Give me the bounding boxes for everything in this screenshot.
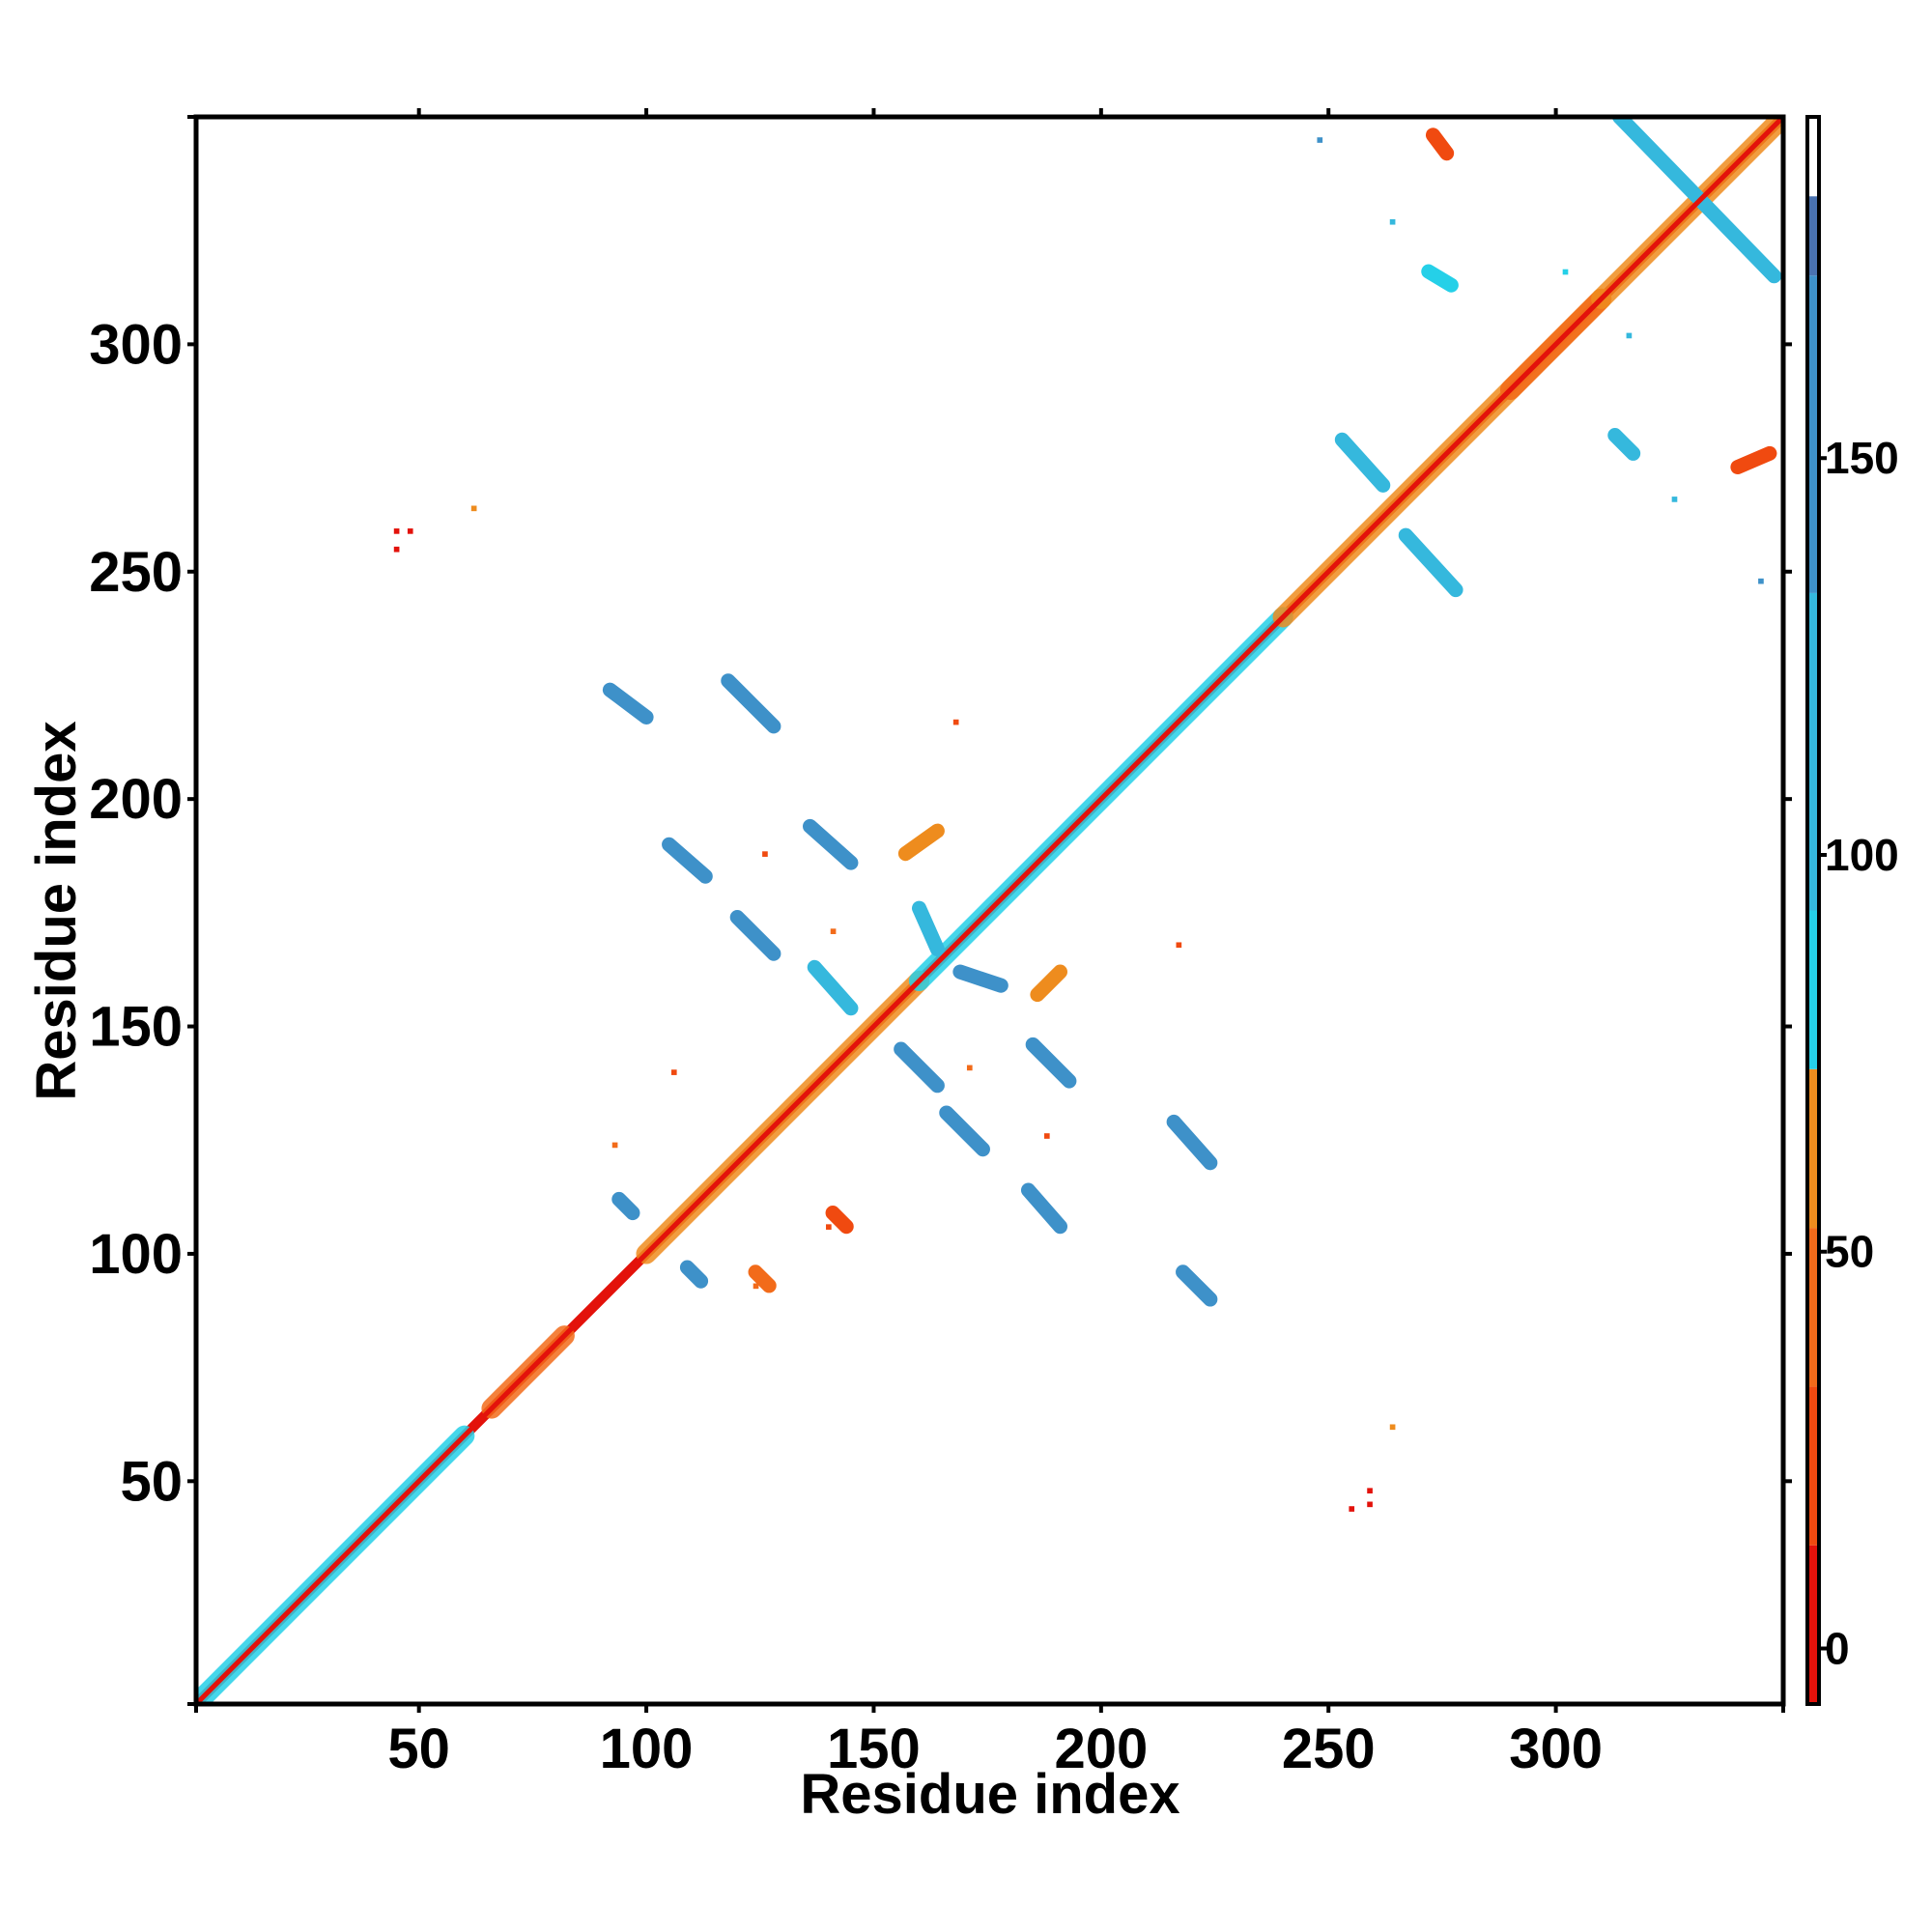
x-tick-label-200: 200 [1054, 1718, 1148, 1780]
colorbar-segment-0 [1807, 1545, 1819, 1704]
contact-segment-17 [1166, 1114, 1218, 1171]
contact-segment-18 [1020, 1182, 1068, 1235]
contact-segment-15 [1025, 1037, 1077, 1089]
colorbar-segment-3 [1807, 1068, 1819, 1229]
colorbar-tick-label-0: 0 [1825, 1623, 1850, 1673]
axis-ticks: 50 100 150 200 250 300 50 100 150 200 250 300 [89, 108, 1792, 1780]
contact-point-52 [1043, 1133, 1050, 1139]
colorbar-segment-8 [1807, 117, 1819, 197]
y-tick-label-200: 200 [89, 768, 183, 831]
contact-segment-11 [803, 818, 859, 870]
contact-segment-12 [729, 910, 781, 961]
colorbar-tick-label-50: 50 [1825, 1227, 1874, 1277]
x-tick-label-50: 50 [387, 1718, 450, 1780]
contact-point-58 [1626, 332, 1633, 339]
contact-segment-30 [1730, 445, 1777, 475]
contact-point-35 [1389, 218, 1396, 225]
y-tick-label-250: 250 [89, 541, 183, 604]
colorbar-segment-4 [1807, 910, 1819, 1069]
colorbar-tick-label-100: 100 [1825, 830, 1899, 880]
colorbar-segment-7 [1807, 196, 1819, 276]
contact-point-42 [470, 505, 477, 512]
contact-point-37 [1317, 137, 1323, 143]
contact-point-43 [1349, 1506, 1355, 1512]
colorbar-segment-5 [1807, 592, 1819, 911]
contact-segment-34 [1030, 964, 1068, 1003]
contact-segment-8 [602, 682, 654, 724]
contact-segment-16 [939, 1105, 990, 1157]
contact-segment-14 [894, 1041, 945, 1094]
contact-point-56 [1176, 942, 1182, 949]
contact-segment-23 [952, 964, 1009, 993]
plot-frame [193, 114, 1786, 1707]
contact-segment-21 [679, 1260, 709, 1289]
contact-point-51 [762, 851, 768, 857]
x-axis-label: Residue index [800, 1763, 1179, 1826]
contact-map-marks [196, 117, 1783, 1704]
contact-segment-10 [662, 837, 713, 884]
contact-point-57 [1562, 269, 1569, 275]
x-tick-label-300: 300 [1509, 1718, 1603, 1780]
y-tick-label-50: 50 [120, 1450, 183, 1513]
contact-segment-27 [1425, 128, 1455, 161]
x-tick-label-100: 100 [600, 1718, 694, 1780]
contact-segment-25 [1398, 527, 1463, 598]
contact-point-53 [830, 928, 837, 934]
contact-point-45 [1367, 1501, 1373, 1508]
contact-point-55 [952, 719, 959, 725]
x-tick-label-150: 150 [827, 1718, 921, 1780]
contact-segment-20 [611, 1191, 640, 1221]
contact-segment-24 [1334, 432, 1391, 493]
y-tick-label-300: 300 [89, 313, 183, 376]
contact-point-49 [611, 1142, 618, 1149]
contact-segment-26 [1611, 117, 1782, 284]
diagonal-core-line [196, 117, 1783, 1704]
colorbar-segment-6 [1807, 275, 1819, 593]
contact-segment-13 [807, 959, 859, 1016]
contact-point-47 [670, 1069, 677, 1075]
colorbar-frame [1805, 115, 1821, 1706]
colorbar-tick-label-150: 150 [1825, 433, 1899, 483]
contact-segment-32 [825, 1206, 854, 1235]
contact-point-46 [1389, 1424, 1396, 1431]
contact-segment-19 [1176, 1264, 1218, 1307]
contact-point-36 [1671, 497, 1678, 502]
contact-point-44 [1367, 1488, 1373, 1494]
colorbar-segment-1 [1807, 1386, 1819, 1546]
contact-point-54 [966, 1065, 973, 1071]
y-tick-label-100: 100 [89, 1223, 183, 1286]
contact-segment-33 [897, 823, 945, 862]
contact-point-40 [407, 528, 413, 534]
contact-segment-31 [748, 1264, 777, 1293]
contact-segment-28 [1421, 264, 1459, 293]
x-tick-label-250: 250 [1282, 1718, 1376, 1780]
y-tick-label-150: 150 [89, 996, 183, 1059]
contact-point-41 [393, 546, 400, 553]
contact-segment-29 [1607, 428, 1641, 461]
contact-point-38 [1758, 578, 1764, 584]
colorbar-segment-2 [1807, 1228, 1819, 1387]
y-axis-label: Residue index [25, 721, 88, 1100]
contact-point-39 [393, 528, 400, 534]
contact-point-50 [753, 1283, 759, 1290]
contact-segment-9 [721, 673, 781, 734]
colorbar: 0 50 100 150 [1805, 115, 1899, 1706]
contact-point-48 [826, 1224, 832, 1230]
contact-segment-22 [911, 900, 945, 957]
